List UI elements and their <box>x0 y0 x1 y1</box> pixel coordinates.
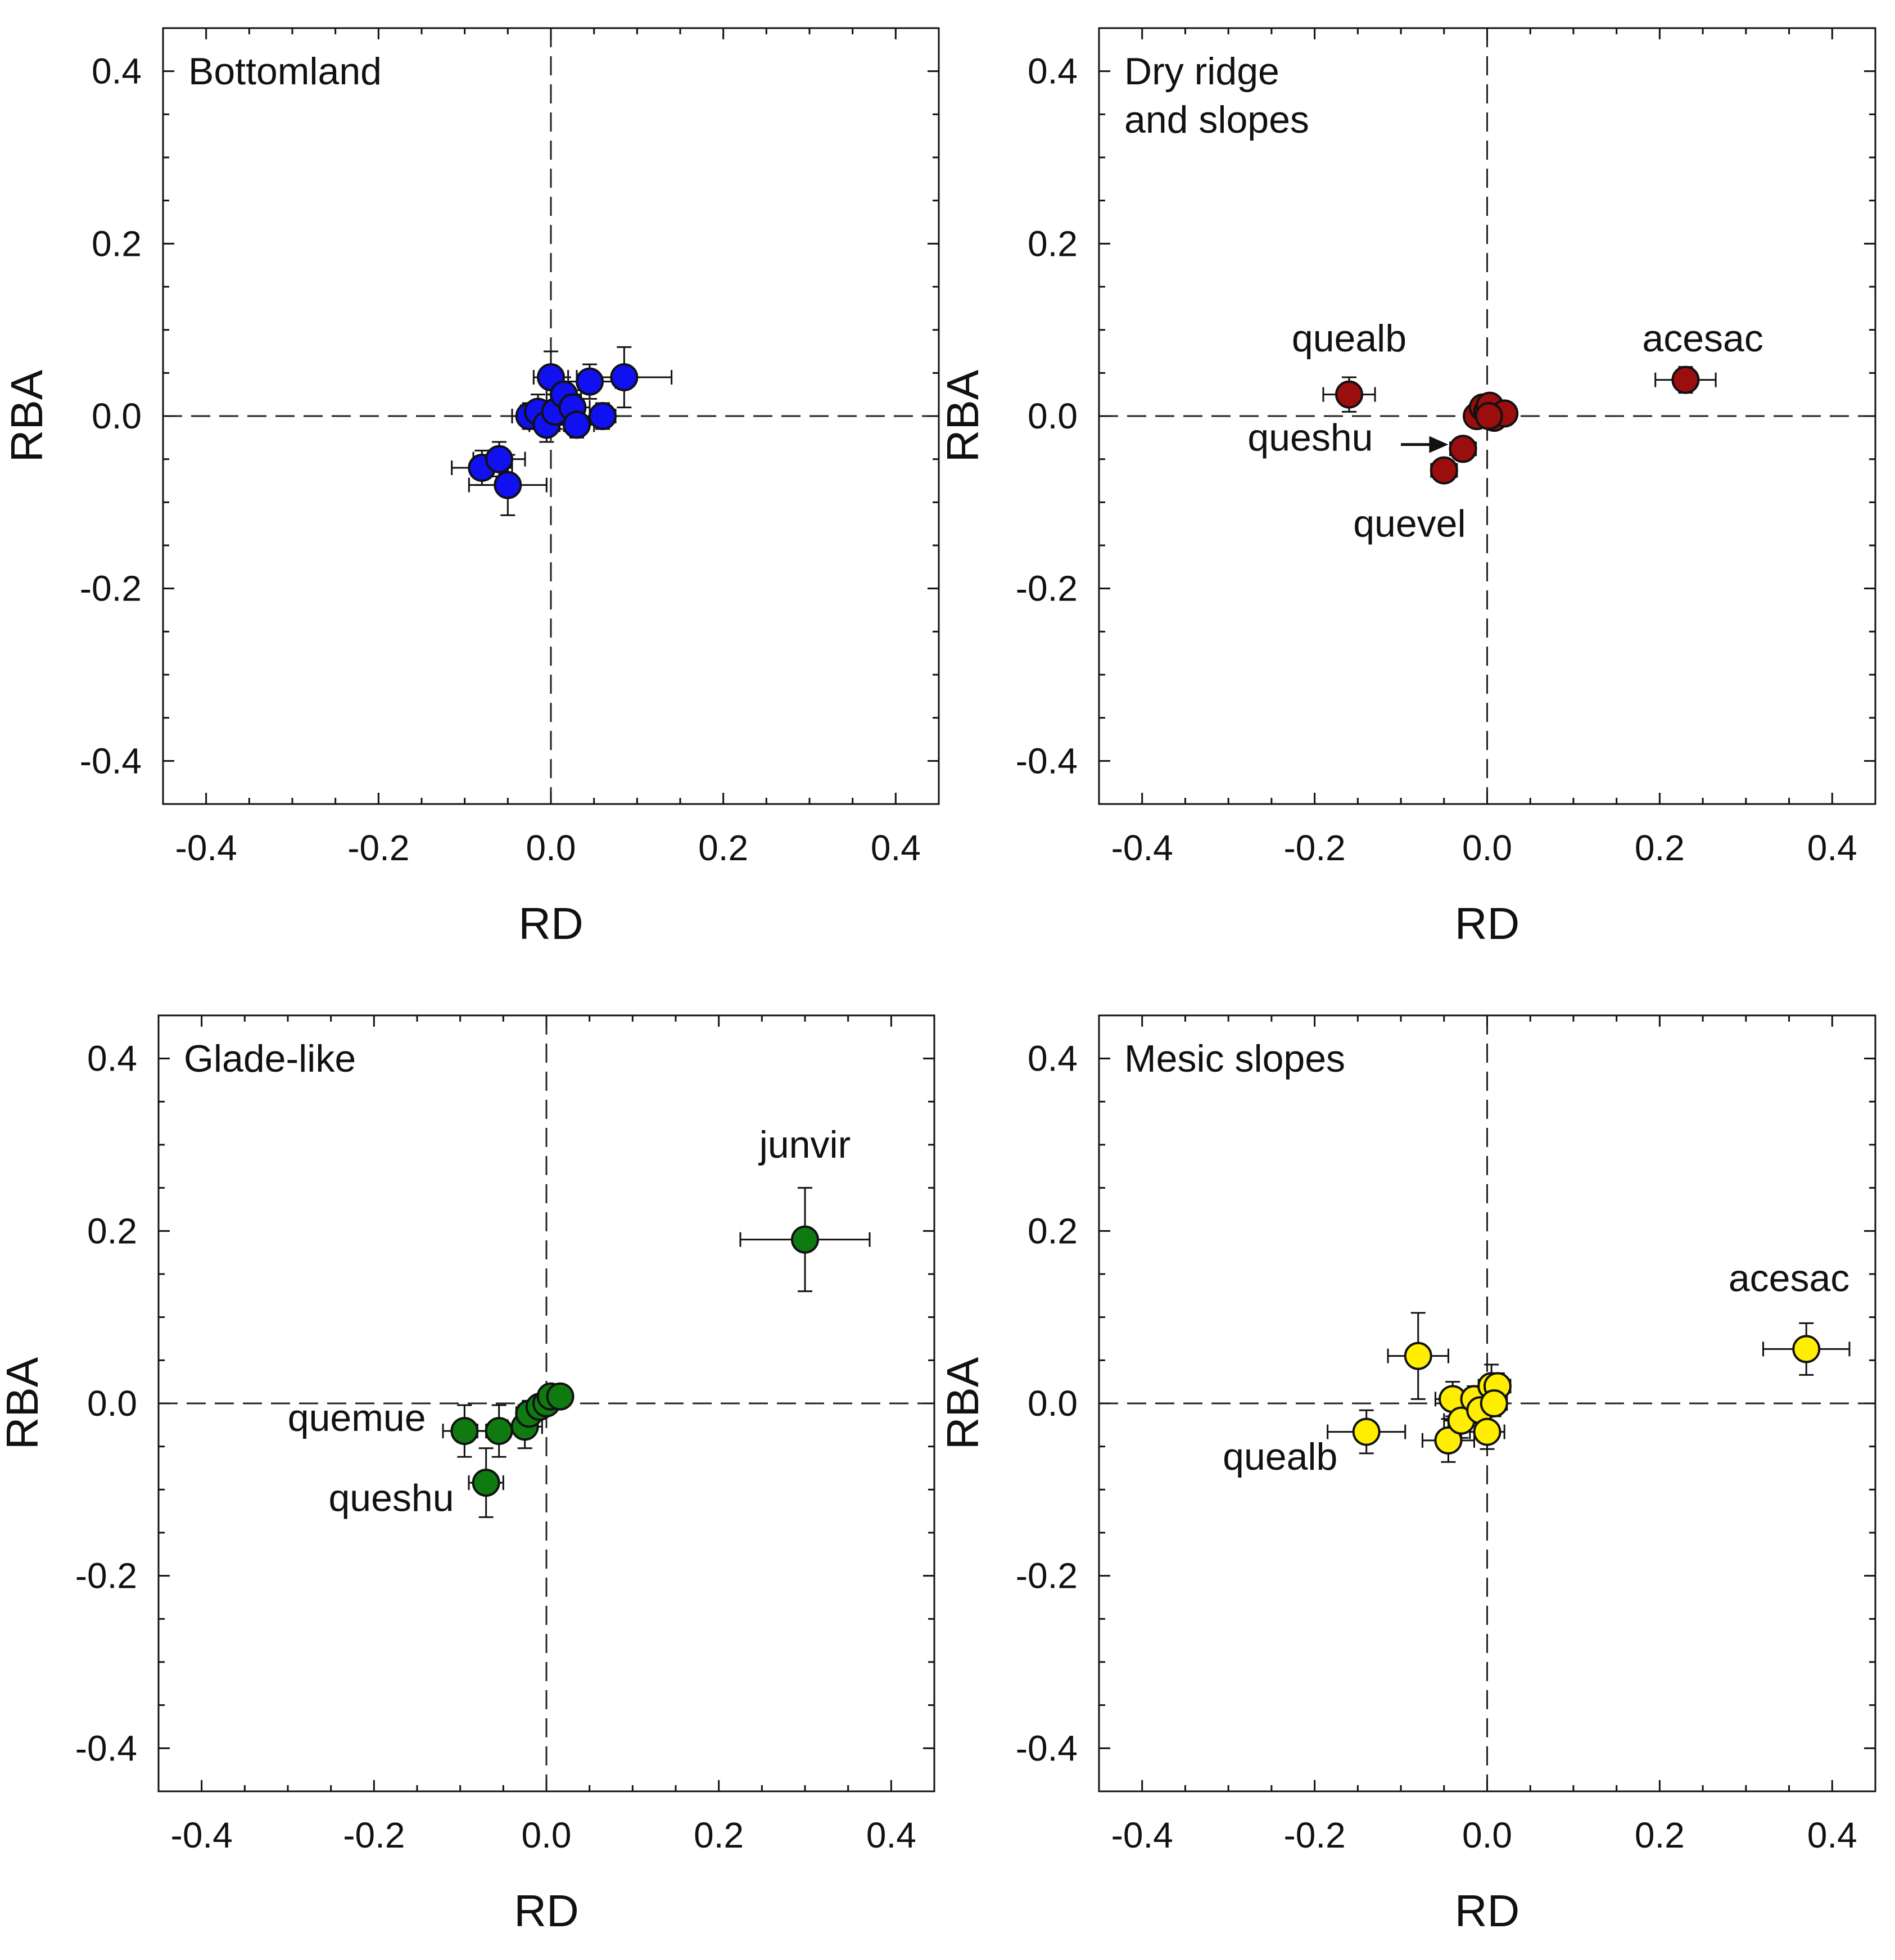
x-axis-label: RD <box>518 898 584 949</box>
data-point <box>494 471 522 499</box>
x-tick-label: -0.2 <box>347 828 409 868</box>
data-point <box>1449 435 1477 463</box>
panel-title: Glade-like <box>184 1037 356 1080</box>
y-tick-label: -0.4 <box>80 740 142 781</box>
y-tick-label: 0.2 <box>92 223 142 264</box>
data-point <box>610 363 639 391</box>
arrow-head <box>1429 436 1449 453</box>
x-tick-label: 0.4 <box>1807 828 1857 868</box>
y-axis-label: RBA <box>2 369 52 462</box>
annotation-queshu: queshu <box>328 1477 454 1520</box>
data-point <box>1475 402 1503 430</box>
annotation-queshu: queshu <box>1247 416 1373 459</box>
x-tick-label: -0.2 <box>343 1815 405 1855</box>
panel-title-line: Dry ridge <box>1124 50 1279 93</box>
x-tick-label: 0.2 <box>694 1815 744 1855</box>
y-tick-label: 0.0 <box>1028 1383 1078 1424</box>
y-tick-label: -0.2 <box>75 1556 137 1596</box>
data-point <box>576 367 604 396</box>
x-tick-label: 0.4 <box>871 828 921 868</box>
x-axis-label: RD <box>1455 1886 1520 1936</box>
annotation-quemue: quemue <box>288 1397 426 1439</box>
x-tick-label: 0.2 <box>1635 1815 1685 1855</box>
data-point <box>1473 1417 1501 1446</box>
x-tick-label: -0.2 <box>1283 1815 1345 1855</box>
x-tick-label: 0.2 <box>698 828 748 868</box>
x-tick-label: 0.2 <box>1635 828 1685 868</box>
y-tick-label: 0.0 <box>1028 396 1078 436</box>
annotation-acesac: acesac <box>1729 1257 1849 1300</box>
y-tick-label: 0.2 <box>1028 1211 1078 1251</box>
y-tick-label: 0.0 <box>87 1383 137 1424</box>
data-point <box>1352 1417 1381 1446</box>
data-point <box>450 1417 479 1446</box>
y-tick-label: -0.4 <box>1016 1728 1078 1768</box>
data-point <box>546 1382 575 1411</box>
panel-mesic-slopes: -0.4 -0.2 0.0 0.2 0.4 -0.4 -0.2 0.0 0.2 0.4 RD RBA M… <box>938 1014 1876 1936</box>
y-tick-label: 0.4 <box>92 51 142 92</box>
y-tick-label: -0.2 <box>1016 1556 1078 1596</box>
x-tick-label: 0.0 <box>526 828 576 868</box>
x-axis-label: RD <box>514 1886 579 1936</box>
annotation-acesac: acesac <box>1642 317 1763 360</box>
annotation-junvir: junvir <box>758 1123 851 1166</box>
panel-title-line: and slopes <box>1124 98 1309 141</box>
y-tick-label: 0.0 <box>92 396 142 436</box>
data-point <box>1792 1335 1821 1363</box>
data-point <box>1430 456 1458 485</box>
x-tick-label: -0.4 <box>171 1815 233 1855</box>
panel-title: Mesic slopes <box>1124 1037 1345 1080</box>
data-point <box>1480 1389 1508 1417</box>
panel-bottomland: -0.4 -0.2 0.0 0.2 0.4 -0.4 -0.2 0.0 0.2 0.4 RD RBA B… <box>2 27 940 949</box>
x-tick-label: 0.0 <box>1462 828 1512 868</box>
y-tick-label: 0.4 <box>1028 1038 1078 1079</box>
data-point <box>563 410 591 439</box>
data-point <box>1335 380 1363 409</box>
x-tick-label: 0.4 <box>1807 1815 1857 1855</box>
y-axis-label: RBA <box>938 1357 988 1449</box>
y-tick-label: -0.4 <box>75 1728 137 1768</box>
x-tick-label: -0.4 <box>175 828 237 868</box>
x-tick-label: 0.4 <box>866 1815 916 1855</box>
data-point <box>1671 365 1700 394</box>
annotation-quealb: quealb <box>1292 317 1406 360</box>
x-tick-label: -0.4 <box>1111 1815 1173 1855</box>
data-point <box>1404 1342 1432 1370</box>
x-tick-label: -0.2 <box>1283 828 1345 868</box>
x-tick-label: 0.0 <box>1462 1815 1512 1855</box>
y-tick-label: 0.2 <box>1028 223 1078 264</box>
y-axis-label: RBA <box>938 369 988 462</box>
data-point <box>485 445 513 473</box>
data-point <box>1434 1426 1463 1455</box>
y-tick-label: -0.4 <box>1016 740 1078 781</box>
data-point <box>485 1417 513 1446</box>
data-point <box>791 1225 819 1254</box>
x-axis-label: RD <box>1455 898 1520 949</box>
y-tick-label: 0.4 <box>87 1038 137 1079</box>
panel-title: Bottomland <box>188 50 382 93</box>
y-axis-label: RBA <box>0 1357 47 1449</box>
annotation-quealb: quealb <box>1223 1435 1337 1478</box>
x-tick-label: 0.0 <box>522 1815 572 1855</box>
y-tick-label: -0.2 <box>1016 568 1078 609</box>
y-tick-label: 0.2 <box>87 1211 137 1251</box>
x-tick-label: -0.4 <box>1111 828 1173 868</box>
data-point <box>472 1469 500 1497</box>
y-tick-label: -0.2 <box>80 568 142 609</box>
annotation-quevel: quevel <box>1353 503 1466 545</box>
panel-glade-like: -0.4 -0.2 0.0 0.2 0.4 -0.4 -0.2 0.0 0.2 0.4 RD RBA G… <box>0 1014 935 1936</box>
panel-dry-ridge: -0.4 -0.2 0.0 0.2 0.4 -0.4 -0.2 0.0 0.2 0.4 RD RBA D… <box>938 27 1876 949</box>
y-tick-label: 0.4 <box>1028 51 1078 92</box>
data-point <box>589 402 617 430</box>
